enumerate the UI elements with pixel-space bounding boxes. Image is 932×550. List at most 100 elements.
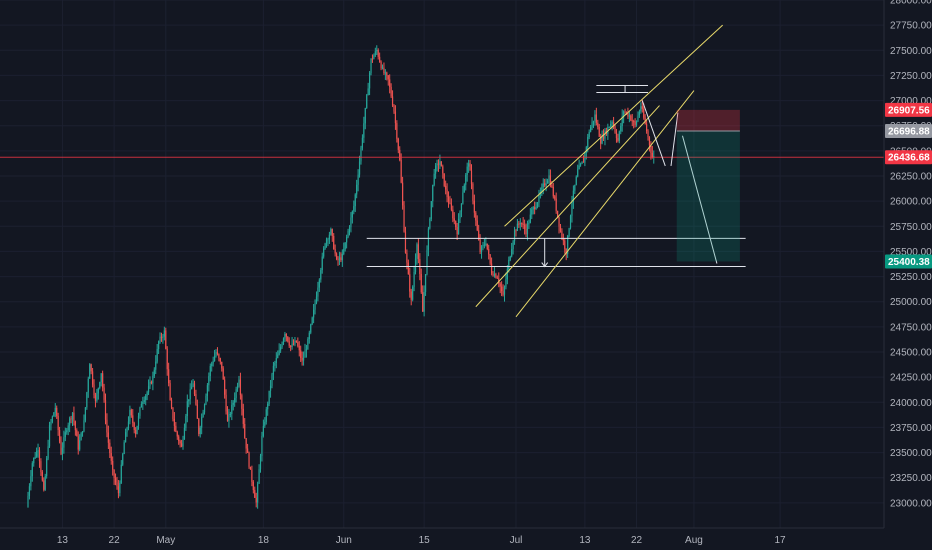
candle-body <box>302 357 305 361</box>
price-tags: 26907.56 26696.88 26436.68 25400.38 <box>885 102 932 269</box>
candle-body <box>137 415 140 426</box>
candle-body <box>439 161 441 165</box>
candle-body <box>357 174 359 185</box>
drawings <box>0 24 884 318</box>
candle-body <box>99 382 101 389</box>
candle-body <box>489 254 491 264</box>
candle-body <box>443 173 445 186</box>
candle-body <box>79 440 81 450</box>
candle-body <box>536 202 539 207</box>
candle-body <box>310 324 312 333</box>
price-tag-box <box>885 254 932 269</box>
candle-body <box>387 75 389 80</box>
candle-body <box>219 358 221 362</box>
candle-body <box>568 228 570 237</box>
candle-body <box>162 336 164 338</box>
position-target-zone <box>676 131 740 262</box>
candle-body <box>555 198 557 211</box>
candle-body <box>587 137 589 148</box>
candle-body <box>308 332 310 340</box>
candle-body <box>337 258 339 261</box>
candle-body <box>542 183 544 188</box>
candle-body <box>602 136 605 139</box>
candle-body <box>353 206 355 212</box>
candle-body <box>259 456 262 470</box>
projection-arrow <box>670 112 679 167</box>
candle-body <box>330 229 332 235</box>
price-tick-label: 23750.00 <box>890 423 932 434</box>
time-tick-label: 13 <box>57 535 69 546</box>
price-tag-label: 26696.88 <box>888 127 930 138</box>
candle-body <box>173 418 175 426</box>
candle-body <box>64 432 66 438</box>
candle-body <box>501 286 503 292</box>
candle-body <box>74 421 76 431</box>
candle-body <box>246 448 249 453</box>
candle-body <box>466 166 468 175</box>
candle-body <box>338 257 341 261</box>
candle-body <box>183 427 186 440</box>
candle-body <box>528 222 530 225</box>
candle-body <box>34 456 36 458</box>
candle-body <box>370 58 372 74</box>
time-tick-label: Jun <box>336 535 352 546</box>
price-tick-label: 26000.00 <box>890 197 932 208</box>
candle-body <box>403 205 405 232</box>
candle-body <box>84 407 87 421</box>
candle-body <box>552 186 554 197</box>
candle-body <box>512 241 514 250</box>
candle-body <box>406 252 408 263</box>
candle-body <box>595 114 597 123</box>
candle-body <box>257 483 259 503</box>
candle-body <box>117 486 120 494</box>
candle-body <box>529 214 531 223</box>
candle-body <box>482 244 484 247</box>
candle-body <box>323 248 325 257</box>
candle-body <box>113 469 115 479</box>
candle-body <box>129 409 131 422</box>
candle-body <box>328 234 331 240</box>
candle-body <box>545 183 547 186</box>
candle-body <box>96 393 98 401</box>
candle-body <box>104 399 107 420</box>
candle-body <box>335 253 338 259</box>
candle-body <box>130 409 132 416</box>
candle-body <box>414 258 417 272</box>
time-axis[interactable]: 13 22 May 18 Jun 15 Jul 13 22 Aug 17 <box>0 527 884 546</box>
candle-body <box>638 111 641 116</box>
candle-body <box>165 330 167 349</box>
candle-body <box>236 385 239 390</box>
candle-body <box>159 336 161 342</box>
candle-body <box>146 392 148 396</box>
candle-body <box>610 123 612 127</box>
candle-body <box>238 379 240 386</box>
price-tick-label: 24750.00 <box>890 322 932 333</box>
time-tick-label: Jul <box>510 535 523 546</box>
candle-body <box>400 159 402 183</box>
candle-body <box>572 190 574 203</box>
candle-body <box>106 419 108 433</box>
candle-body <box>63 437 65 448</box>
time-tick-label: May <box>156 535 175 546</box>
candle-body <box>549 175 552 186</box>
candle-body <box>457 218 460 235</box>
candle-body <box>186 401 188 417</box>
price-tick-label: 28000.00 <box>890 0 932 7</box>
candle-body <box>229 413 231 415</box>
candle-body <box>169 383 171 401</box>
candle-body <box>541 187 543 193</box>
candle-body <box>350 217 352 228</box>
candle-body <box>56 407 58 416</box>
price-tag-box <box>885 124 932 139</box>
candle-body <box>212 361 214 364</box>
candle-body <box>41 472 43 481</box>
candle-body <box>523 224 526 229</box>
candle-body <box>123 442 125 455</box>
candle-body <box>574 184 576 191</box>
price-tick-label: 23250.00 <box>890 473 932 484</box>
candle-body <box>252 481 254 491</box>
candle-body <box>267 403 269 410</box>
candle-body <box>201 417 203 428</box>
candle-body <box>228 414 230 422</box>
